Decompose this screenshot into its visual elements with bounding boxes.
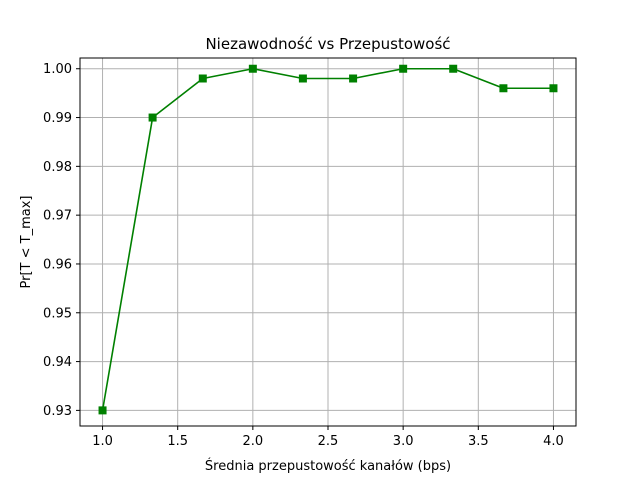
chart-title: Niezawodność vs Przepustowość: [205, 35, 450, 53]
y-tick-label: 0.99: [43, 111, 72, 126]
y-tick-label: 0.98: [43, 160, 72, 175]
grid: [80, 58, 576, 426]
data-point: [198, 74, 207, 83]
x-axis-label: Średnia przepustowość kanałów (bps): [205, 458, 451, 474]
y-tick-label: 0.96: [43, 257, 72, 272]
data-point: [148, 113, 157, 122]
y-axis-label: Pr[T < T_max]: [19, 196, 34, 289]
data-point: [499, 84, 508, 93]
data-point: [549, 84, 558, 93]
y-tick-label: 0.95: [43, 306, 72, 321]
x-tick-label: 2.5: [318, 434, 339, 449]
y-tick-label: 0.93: [43, 404, 72, 419]
x-tick-label: 1.5: [167, 434, 188, 449]
x-tick-label: 3.5: [468, 434, 489, 449]
data-point: [449, 64, 458, 73]
series-line: [101, 67, 554, 411]
data-point: [248, 64, 257, 73]
x-tick-label: 1.0: [92, 434, 113, 449]
series-markers: [98, 64, 558, 415]
data-point: [298, 74, 307, 83]
x-tick-label: 4.0: [543, 434, 564, 449]
y-tick-label: 1.00: [43, 62, 72, 77]
data-point: [98, 406, 107, 415]
data-point: [349, 74, 358, 83]
data-point: [399, 64, 408, 73]
series-line-layer: [101, 67, 554, 411]
y-tick-label: 0.97: [43, 209, 72, 224]
y-tick-label: 0.94: [43, 355, 72, 370]
x-tick-label: 3.0: [393, 434, 414, 449]
ticks: 1.0 1.5 2.0 2.5 3.0 3.5 4.0 0.93 0.94 0.95 0.96 0.9…: [43, 62, 564, 449]
x-tick-label: 2.0: [243, 434, 264, 449]
